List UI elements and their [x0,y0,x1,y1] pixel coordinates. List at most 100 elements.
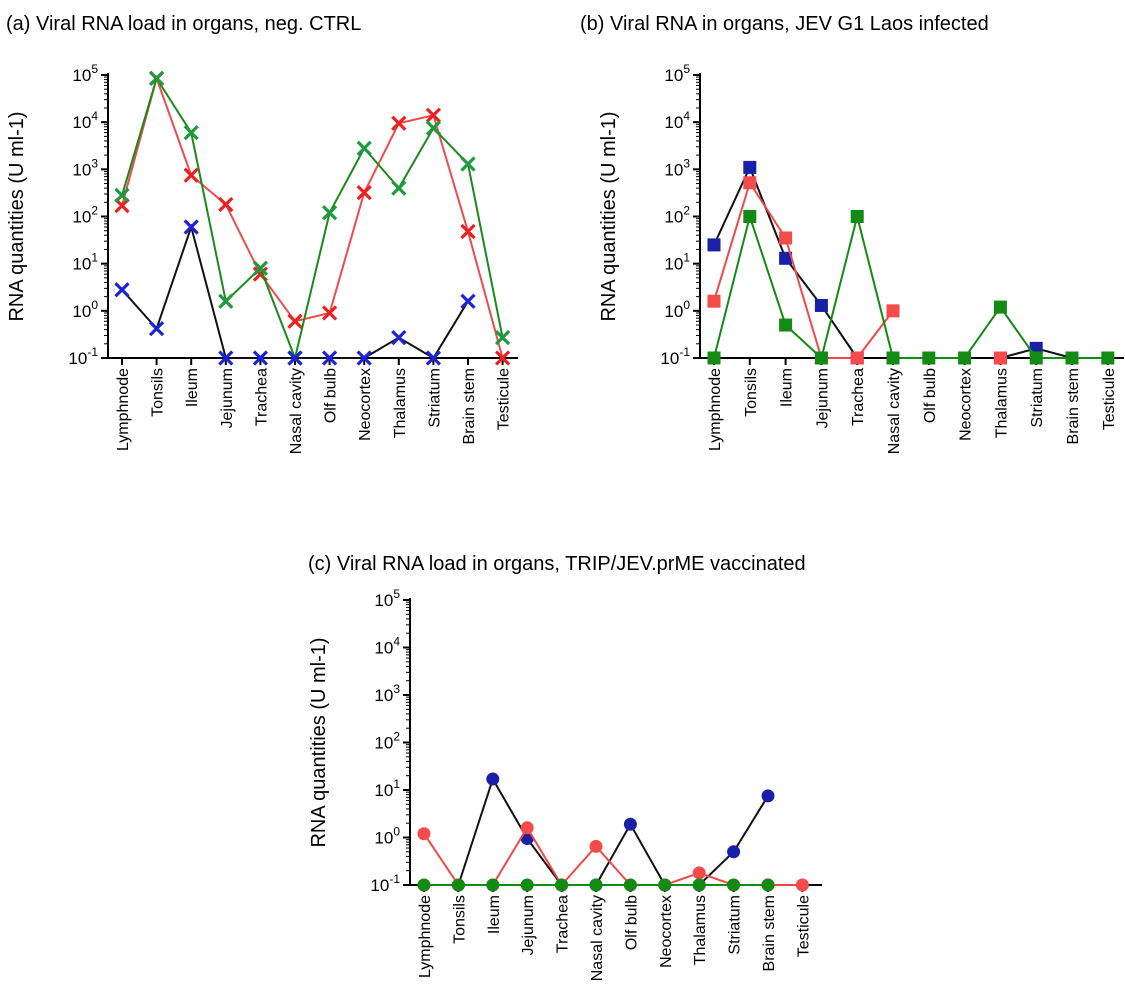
data-point-square-marker [850,351,864,365]
data-point-x-marker [391,330,407,346]
data-point-circle-marker [795,878,809,892]
data-point-square-marker [707,238,721,252]
data-point-x-marker [460,156,476,172]
y-tick-label: 104 [374,635,400,658]
x-category-label: Tonsils [451,895,468,944]
data-point-circle-marker [623,878,637,892]
y-tick-label: 104 [72,109,98,132]
data-point-square-marker [922,351,936,365]
x-category-label: Striatum [426,368,443,428]
y-tick-label: 105 [664,62,690,85]
data-point-square-marker [993,351,1007,365]
data-point-circle-marker [727,845,741,859]
data-point-x-marker [494,330,511,346]
data-point-circle-marker [520,832,534,846]
series-line [713,180,894,359]
x-category-label: Nasal cavity [288,368,305,454]
data-point-x-marker [356,185,372,201]
data-point-square-marker [886,304,900,318]
data-point-square-marker [814,351,828,365]
y-axis-title: RNA quantities (U ml-1) [6,111,28,321]
data-point-x-marker [425,107,442,123]
data-point-x-marker [356,350,372,366]
data-point-x-marker [148,320,165,337]
data-point-x-marker [356,140,372,156]
data-point-circle-marker [589,878,603,892]
x-category-label: Thalamus [692,895,709,965]
data-point-square-marker [1029,351,1043,365]
data-point-circle-marker [520,878,534,892]
x-category-label: Jejunum [520,895,537,955]
y-tick-label: 105 [374,587,400,610]
y-tick-label: 102 [72,204,98,227]
chart-panel-a: (a) Viral RNA load in organs, neg. CTRL R… [6,13,518,454]
y-tick-label: 100 [72,298,98,321]
series-c-2 [417,878,775,892]
data-point-x-marker [425,350,442,366]
x-category-label: Trachea [850,368,867,426]
chart-title: (a) Viral RNA load in organs, neg. CTRL [6,13,361,35]
data-point-square-marker [886,351,900,365]
chart-title: (c) Viral RNA load in organs, TRIP/JEV.p… [308,553,806,575]
data-point-circle-marker [520,821,534,835]
data-point-square-marker [779,251,793,265]
data-point-circle-marker [417,827,431,841]
series-b-1 [707,176,1007,365]
x-category-label: Neocortex [658,895,675,968]
y-tick-label: 105 [72,62,98,85]
data-point-x-marker [114,187,130,204]
x-category-label: Jejunum [814,368,831,428]
data-point-x-marker [321,205,338,221]
x-category-label: Brain stem [461,368,478,444]
series-line [121,75,504,362]
series-b-2 [707,210,1115,365]
x-category-label: Thalamus [993,368,1010,438]
x-category-label: Olf bulb [323,368,340,423]
data-point-circle-marker [623,817,637,831]
data-point-x-marker [218,196,234,213]
series-line [121,74,504,359]
data-point-circle-marker [658,878,672,892]
x-category-label: Striatum [727,895,744,955]
chart-title: (b) Viral RNA in organs, JEV G1 Laos inf… [580,13,989,35]
y-tick-label: 104 [664,109,690,132]
y-tick-label: 10-1 [660,345,690,368]
x-category-label: Olf bulb [922,368,939,423]
x-category-label: Testicule [795,895,812,957]
data-point-square-marker [743,176,757,190]
data-point-circle-marker [486,878,500,892]
data-point-x-marker [183,124,199,141]
data-point-square-marker [779,318,793,332]
y-tick-label: 103 [72,156,98,179]
chart-panel-b: (b) Viral RNA in organs, JEV G1 Laos inf… [580,13,1124,454]
series-line [457,776,769,886]
y-tick-label: 100 [664,298,690,321]
data-point-square-marker [993,300,1007,314]
x-category-label: Neocortex [958,368,975,441]
y-tick-label: 102 [664,204,690,227]
data-point-x-marker [183,219,199,235]
y-tick-label: 103 [374,682,400,705]
x-category-label: Tonsils [743,368,760,417]
x-category-label: Jejunum [219,368,236,428]
x-category-label: Striatum [1029,368,1046,428]
x-category-label: Lymphnode [707,368,724,451]
data-point-x-marker [391,180,407,196]
data-point-x-marker [460,293,476,309]
x-category-label: Nasal cavity [589,895,606,981]
data-point-circle-marker [417,878,431,892]
x-category-label: Olf bulb [623,895,640,950]
series-b-0 [707,160,1079,365]
x-category-label: Lymphnode [417,895,434,978]
data-point-square-marker [707,294,721,308]
y-tick-label: 10-1 [68,345,98,368]
data-point-x-marker [287,313,303,329]
y-tick-label: 103 [664,156,690,179]
y-tick-label: 10-1 [370,872,400,895]
series-a-1 [114,70,511,366]
data-point-x-marker [218,350,234,366]
data-point-x-marker [460,223,476,240]
x-category-label: Ileum [184,368,201,407]
x-category-label: Ileum [779,368,796,407]
